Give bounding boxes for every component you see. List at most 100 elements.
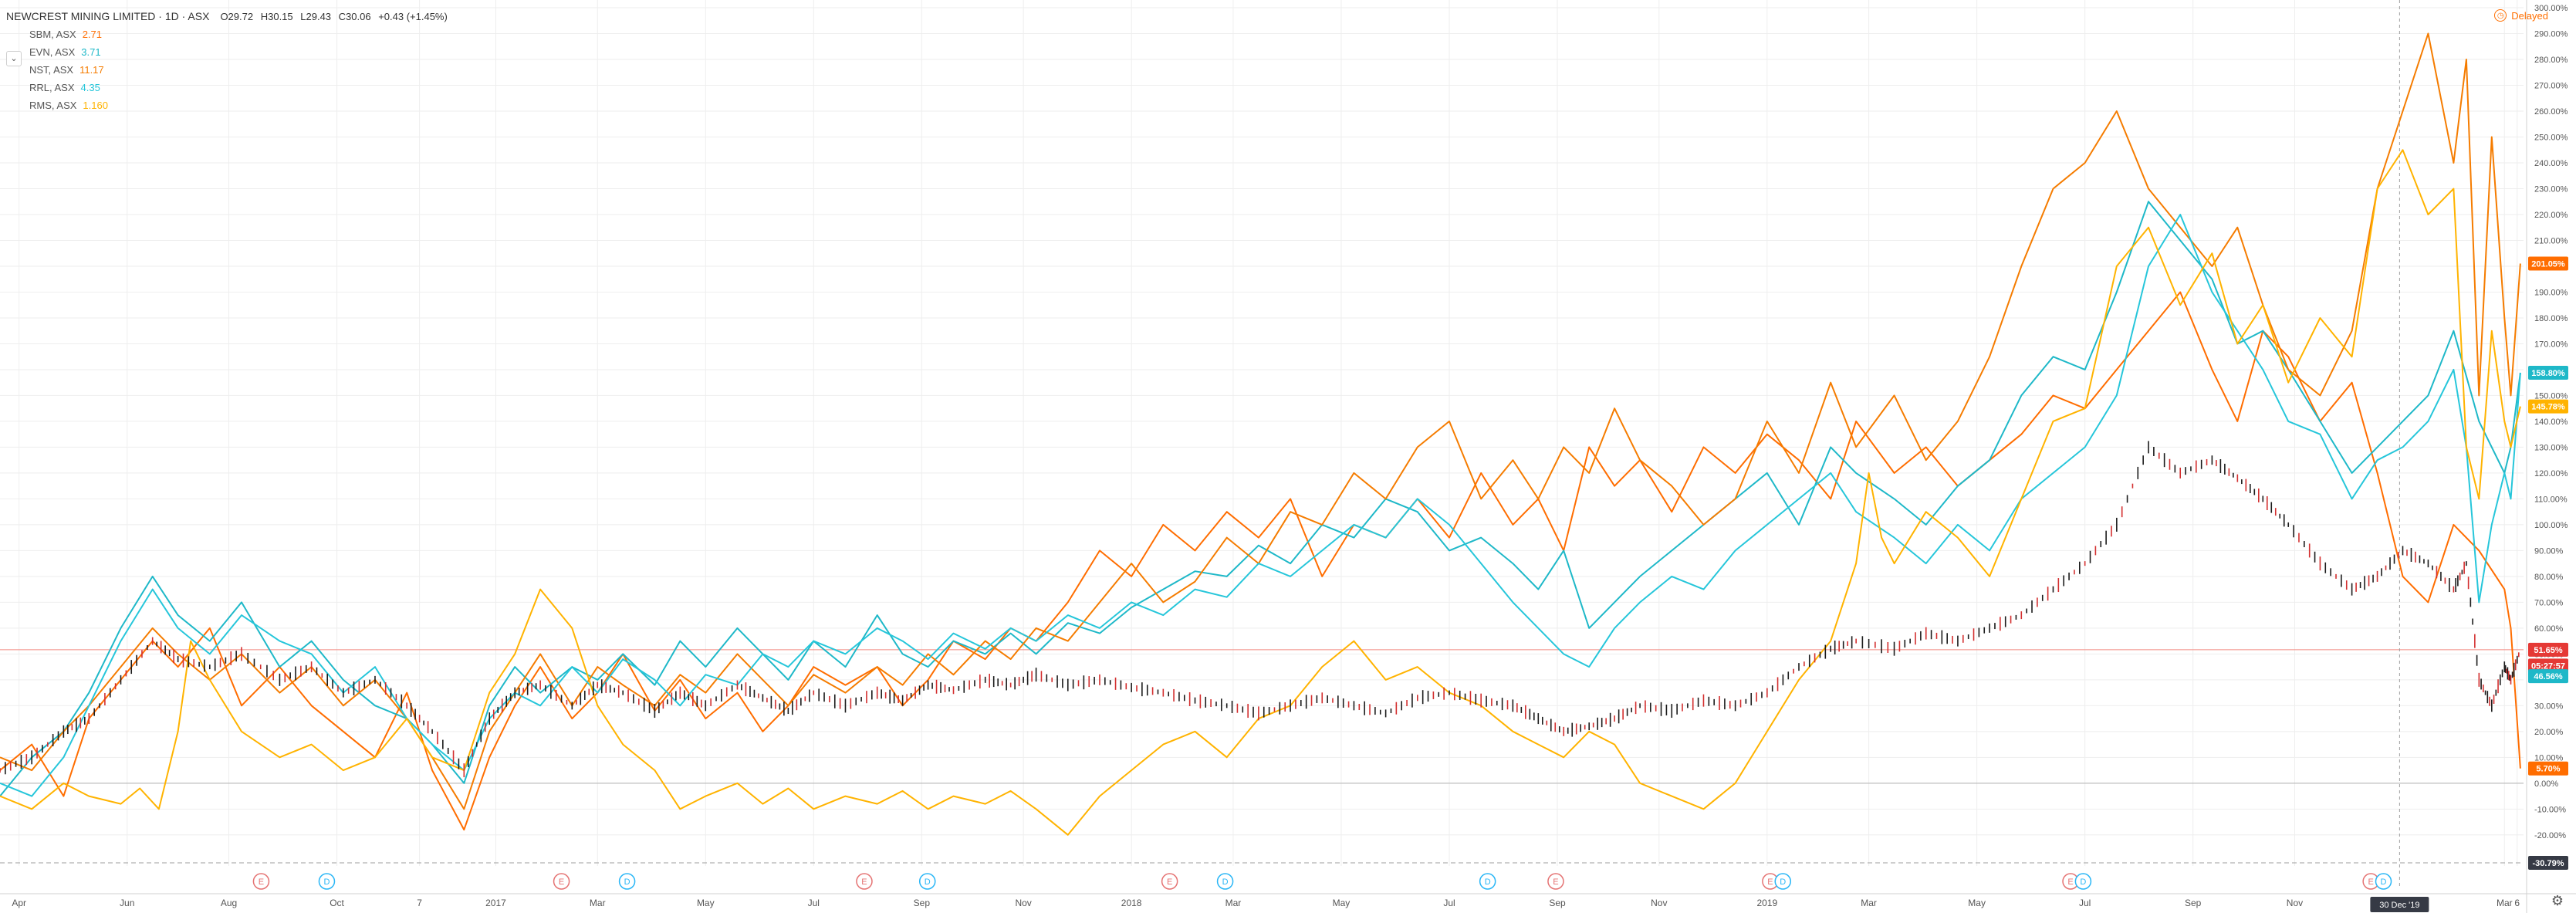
- price-badge-bg: [2528, 256, 2568, 271]
- legend-value: 11.17: [79, 64, 104, 76]
- event-circle: [1547, 873, 1564, 890]
- earnings-marker[interactable]: E: [856, 873, 873, 890]
- event-circle: [1479, 873, 1496, 890]
- x-tick-label: Nov: [1651, 898, 1667, 908]
- event-circle: [2074, 873, 2092, 890]
- price-badge-bg: [2528, 761, 2568, 776]
- earnings-marker[interactable]: E: [1547, 873, 1564, 890]
- y-tick-label: 60.00%: [2534, 624, 2564, 634]
- y-tick-label: -20.00%: [2534, 831, 2566, 840]
- y-tick-label: 290.00%: [2534, 30, 2568, 39]
- time-badge: 30 Dec '19: [2370, 897, 2429, 912]
- delayed-label: Delayed: [2511, 9, 2548, 22]
- x-tick-label: Jun: [120, 898, 134, 908]
- gridlines: [0, 0, 2524, 866]
- legend-item[interactable]: EVN, ASX 3.71: [6, 43, 452, 61]
- earnings-marker[interactable]: E: [1762, 873, 1779, 890]
- x-tick-label: May: [1968, 898, 1986, 908]
- y-tick-label: 80.00%: [2534, 573, 2564, 582]
- time-badge-label: 30 Dec '19: [2379, 901, 2419, 910]
- event-label: E: [259, 877, 264, 887]
- earnings-marker[interactable]: E: [553, 873, 570, 890]
- event-circle: [553, 873, 570, 890]
- legend-item[interactable]: SBM, ASX 2.71: [6, 25, 452, 43]
- x-tick-label: 2018: [1121, 898, 1142, 908]
- y-tick-label: 180.00%: [2534, 314, 2568, 323]
- dividend-marker[interactable]: D: [2375, 873, 2392, 890]
- series-line-nst[interactable]: [0, 32, 2521, 810]
- series-line-rms[interactable]: [0, 149, 2521, 836]
- y-tick-label: 0.00%: [2534, 779, 2558, 789]
- y-tick-label: 120.00%: [2534, 469, 2568, 478]
- dividend-marker[interactable]: D: [618, 873, 636, 890]
- price-badge-bg: [2528, 658, 2568, 673]
- gear-icon[interactable]: ⚙: [2551, 892, 2564, 908]
- legend-item[interactable]: NST, ASX 11.17: [6, 61, 452, 79]
- event-circle: [318, 873, 336, 890]
- x-tick-label: Aug: [221, 898, 237, 908]
- y-tick-label: 30.00%: [2534, 702, 2564, 711]
- event-circle: [856, 873, 873, 890]
- series-line-sbm[interactable]: [0, 291, 2521, 831]
- legend-series-list: SBM, ASX 2.71 EVN, ASX 3.71 NST, ASX 11.17 RRL…: [6, 25, 452, 114]
- event-circle: [618, 873, 636, 890]
- legend-symbol: RMS, ASX: [29, 100, 77, 111]
- dividend-marker[interactable]: D: [1479, 873, 1496, 890]
- dividend-marker[interactable]: D: [1774, 873, 1792, 890]
- earnings-marker[interactable]: E: [2062, 873, 2079, 890]
- clock-icon: ◷: [2494, 9, 2507, 22]
- legend-item[interactable]: RRL, ASX 4.35: [6, 79, 452, 96]
- event-label: D: [323, 877, 330, 887]
- x-tick-label: Oct: [330, 898, 344, 908]
- price-badge: 51.65%: [2528, 642, 2568, 657]
- y-tick-label: 110.00%: [2534, 495, 2568, 504]
- delayed-indicator[interactable]: ◷ Delayed: [2494, 9, 2548, 22]
- y-tick-label: 220.00%: [2534, 211, 2568, 220]
- low-value: L29.43: [300, 11, 332, 22]
- dividend-marker[interactable]: D: [2074, 873, 2092, 890]
- earnings-marker[interactable]: E: [1161, 873, 1178, 890]
- y-tick-label: 100.00%: [2534, 521, 2568, 530]
- dividend-marker[interactable]: D: [918, 873, 936, 890]
- event-label: D: [925, 877, 931, 887]
- x-tick-label: Nov: [1015, 898, 1031, 908]
- price-badge-label: 46.56%: [2534, 672, 2563, 681]
- x-tick-label: 2019: [1756, 898, 1777, 908]
- x-tick-label: 7: [417, 898, 422, 908]
- y-tick-label: 280.00%: [2534, 56, 2568, 65]
- legend-item[interactable]: RMS, ASX 1.160: [6, 96, 452, 114]
- dividend-marker[interactable]: D: [318, 873, 336, 890]
- y-tick-label: 150.00%: [2534, 391, 2568, 401]
- price-badge-bg: [2528, 399, 2568, 414]
- y-tick-label: 140.00%: [2534, 418, 2568, 427]
- x-tick-label: Nov: [2287, 898, 2303, 908]
- legend-symbol: EVN, ASX: [29, 46, 76, 58]
- event-label: D: [1485, 877, 1491, 887]
- x-tick-label: Mar: [1225, 898, 1242, 908]
- dividend-marker[interactable]: D: [1216, 873, 1234, 890]
- event-label: E: [861, 877, 867, 887]
- price-badge: -30.79%: [2528, 855, 2568, 870]
- y-tick-label: 90.00%: [2534, 546, 2564, 556]
- price-badge-bg: [2528, 642, 2568, 657]
- x-tick-label: Jul: [2079, 898, 2091, 908]
- y-tick-label: 260.00%: [2534, 107, 2568, 117]
- price-badge-bg: [2528, 855, 2568, 870]
- price-badge: 201.05%: [2528, 256, 2568, 271]
- price-badge-label: 201.05%: [2531, 259, 2565, 269]
- x-tick-label: Mar: [590, 898, 606, 908]
- legend-value: 3.71: [81, 46, 101, 58]
- x-tick-label: Sep: [1549, 898, 1566, 908]
- y-tick-label: 20.00%: [2534, 728, 2564, 737]
- legend-symbol: NST, ASX: [29, 64, 74, 76]
- event-label: D: [2381, 877, 2387, 887]
- y-tick-label: 300.00%: [2534, 4, 2568, 13]
- collapse-legend-button[interactable]: ⌄: [6, 51, 22, 66]
- y-tick-label: 230.00%: [2534, 184, 2568, 194]
- earnings-marker[interactable]: E: [252, 873, 270, 890]
- event-circle: [2375, 873, 2392, 890]
- ncm-candles[interactable]: [0, 441, 2520, 778]
- x-tick-label: Mar: [1861, 898, 1877, 908]
